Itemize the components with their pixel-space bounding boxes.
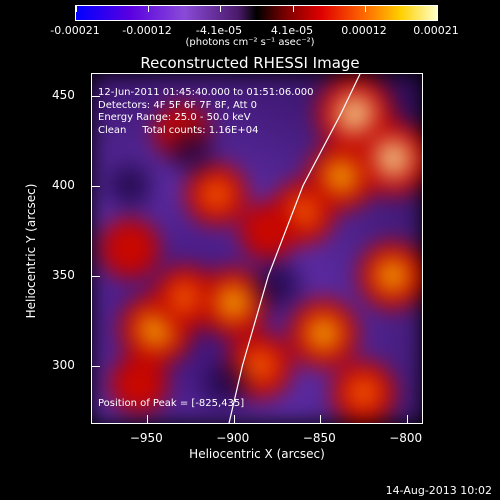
y-axis-label: Heliocentric Y (arcsec): [24, 183, 38, 319]
chart-title: Reconstructed RHESSI Image: [140, 54, 360, 72]
annotation-line: Clean Total counts: 1.16E+04: [98, 124, 259, 136]
emission-source: [108, 353, 169, 414]
y-tick: [92, 185, 100, 187]
y-tick: [92, 365, 100, 367]
annotation-line: 12-Jun-2011 01:45:40.000 to 01:51:06.000: [98, 87, 314, 98]
emission-source: [330, 359, 397, 423]
x-tick: [406, 415, 408, 423]
colorbar-label: 4.1e-05: [270, 24, 314, 37]
y-tick-label: 400: [52, 177, 75, 192]
plot-area: 12-Jun-2011 01:45:40.000 to 01:51:06.000…: [91, 73, 423, 424]
colorbar-label: 0.00012: [341, 24, 387, 37]
x-tick-label: −900: [216, 431, 250, 445]
colorbar-label: 0.00021: [413, 24, 459, 37]
y-tick-label: 300: [52, 357, 75, 372]
timestamp: 14-Aug-2013 10:02: [385, 484, 492, 497]
y-tick: [92, 275, 100, 277]
emission-source: [287, 296, 361, 370]
x-tick: [147, 415, 149, 423]
colorbar-units: (photons cm⁻² s⁻¹ asec⁻²): [185, 37, 315, 48]
peak-position-label: Position of Peak = [-825,435]: [98, 398, 245, 409]
emission-source: [98, 217, 162, 280]
low-emission-region: [251, 258, 304, 311]
colorbar: [75, 5, 438, 21]
emission-source: [238, 200, 299, 261]
annotation-line: Energy Range: 25.0 - 50.0 keV: [98, 112, 251, 123]
x-tick-label: −800: [389, 431, 423, 445]
heatmap: [92, 74, 422, 423]
colorbar-label: -4.1e-05: [195, 24, 243, 37]
colorbar-label: -0.00012: [122, 24, 172, 37]
low-emission-region: [104, 159, 157, 212]
x-axis-label: Heliocentric X (arcsec): [189, 447, 325, 461]
low-emission-region: [164, 123, 217, 176]
x-tick: [320, 415, 322, 423]
solar-limb-line: [228, 74, 361, 423]
annotation-line: Detectors: 4F 5F 6F 7F 8F, Att 0: [98, 99, 258, 111]
x-tick: [233, 415, 235, 423]
x-tick-label: −850: [302, 431, 336, 445]
y-tick: [92, 95, 100, 97]
emission-source: [357, 240, 422, 312]
colorbar-label: -0.00021: [50, 24, 100, 37]
x-tick-label: −950: [129, 431, 163, 445]
observation-annotation: 12-Jun-2011 01:45:40.000 to 01:51:06.000…: [98, 87, 314, 137]
limb-curve: [228, 74, 361, 423]
y-tick-label: 450: [52, 87, 75, 102]
y-tick-label: 350: [52, 267, 75, 282]
